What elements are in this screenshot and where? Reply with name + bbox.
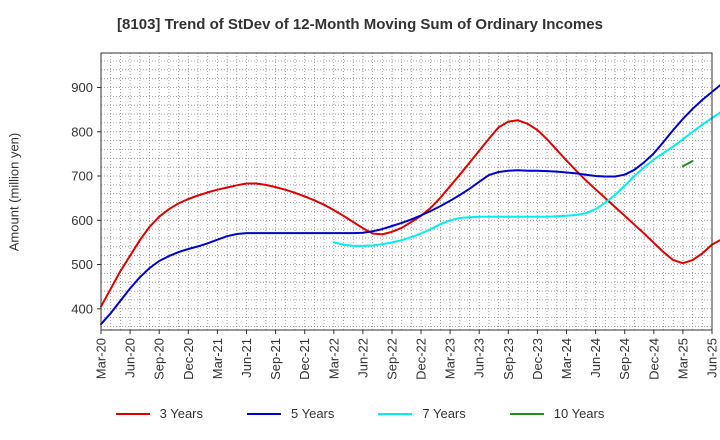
x-tick-label: Mar-22	[326, 338, 341, 379]
x-tick-label: Mar-24	[559, 338, 574, 379]
x-tick-label: Jun-22	[355, 338, 370, 378]
x-tick-label: Jun-24	[588, 338, 603, 378]
series-line-3-years	[100, 119, 720, 308]
x-tick-label: Dec-23	[530, 338, 545, 380]
legend-item: 3 Years	[115, 406, 203, 421]
legend-swatch	[378, 412, 413, 415]
x-tick-label: Dec-22	[414, 338, 429, 380]
series-line-5-years	[100, 84, 720, 326]
x-tick-label: Dec-20	[181, 338, 196, 380]
y-tick-label: 400	[71, 301, 93, 316]
x-tick-label: Sep-21	[268, 338, 283, 380]
legend-item: 10 Years	[509, 406, 605, 421]
x-tick-label: Mar-23	[443, 338, 458, 379]
x-tick-label: Jun-23	[472, 338, 487, 378]
series-line-7-years	[332, 111, 720, 247]
x-tick-label: Sep-22	[385, 338, 400, 380]
y-tick-label: 600	[71, 213, 93, 228]
legend: 3 Years 5 Years 7 Years 10 Years	[0, 406, 720, 421]
plot-area	[101, 53, 712, 330]
legend-swatch	[509, 412, 544, 415]
series-lines	[100, 84, 720, 326]
x-tick-label: Mar-25	[675, 338, 690, 379]
chart-title: [8103] Trend of StDev of 12-Month Moving…	[117, 16, 603, 33]
x-tick-label: Jun-21	[239, 338, 254, 378]
x-axis-ticks: Mar-20 Jun-20 Sep-20 Dec-20 Mar-21 Jun-21 Sep-…	[94, 330, 720, 380]
x-tick-label: Dec-24	[646, 338, 661, 380]
x-tick-label: Mar-20	[94, 338, 109, 379]
series-line-10-years	[681, 160, 694, 168]
legend-swatch	[115, 412, 150, 415]
legend-swatch	[247, 412, 281, 415]
x-tick-label: Sep-20	[152, 338, 167, 380]
y-tick-label: 500	[71, 257, 93, 272]
legend-label: 5 Years	[291, 406, 335, 421]
x-tick-label: Jun-20	[123, 338, 138, 378]
x-tick-label: Jun-25	[705, 338, 720, 378]
legend-label: 3 Years	[159, 406, 203, 421]
legend-label: 10 Years	[553, 406, 605, 421]
x-tick-label: Mar-21	[210, 338, 225, 379]
y-tick-label: 700	[71, 169, 93, 184]
y-tick-label: 900	[71, 80, 93, 95]
y-axis-ticks: 400 500 600 700 800 900	[71, 80, 101, 316]
x-tick-label: Sep-24	[617, 338, 632, 380]
plot-border	[100, 52, 713, 331]
y-tick-label: 800	[71, 124, 93, 139]
legend-item: 5 Years	[247, 406, 334, 421]
x-tick-label: Sep-23	[501, 338, 516, 380]
legend-label: 7 Years	[422, 406, 466, 421]
legend-item: 7 Years	[378, 406, 466, 421]
x-tick-label: Dec-21	[297, 338, 312, 380]
